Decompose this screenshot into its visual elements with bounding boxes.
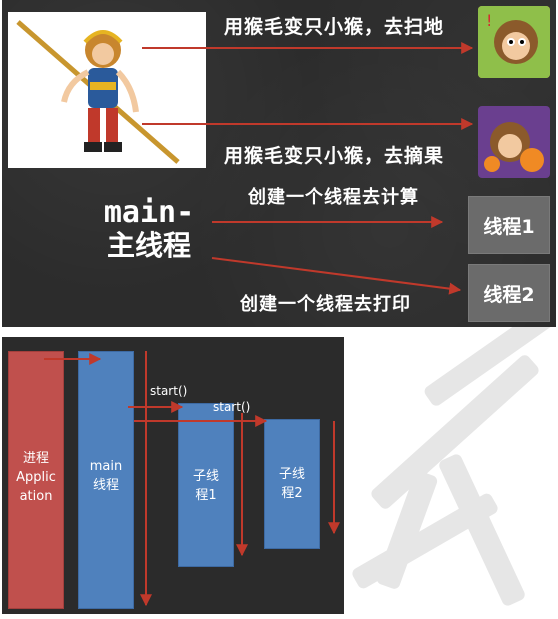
caption-print: 创建一个线程去打印: [240, 294, 411, 315]
process-line3: ation: [19, 488, 53, 504]
monkey-king-illustration: [8, 12, 206, 168]
caption-compute: 创建一个线程去计算: [248, 187, 419, 208]
process-application-column: 进程 Applic ation: [8, 351, 64, 609]
bottom-arrows: [44, 351, 340, 607]
little-monkey-sweep-icon: !: [478, 6, 550, 78]
little-monkey-picking-fruit-thumbnail: [478, 106, 550, 178]
little-monkey-sweeping-thumbnail: !: [478, 6, 550, 78]
child2-line2: 程2: [281, 485, 303, 501]
main-col-line1: main: [89, 459, 123, 474]
child-thread-1-column: 子线 程1: [178, 403, 234, 567]
top-chalkboard-panel: 用猴毛变只小猴，去扫地 用猴毛变只小猴，去摘果 创建一个线程去计算 创建一个线程…: [2, 0, 556, 327]
monkey-king-icon: [16, 20, 180, 164]
child1-line1: 子线: [192, 469, 219, 484]
child1-line2: 程1: [195, 487, 217, 503]
main-label-line2: 主线程: [106, 229, 191, 262]
bottom-diagram-panel: 进程 Applic ation main 线程 子线 程1 子线 程2 star…: [2, 337, 344, 614]
little-monkey-fruit-icon: [478, 106, 550, 178]
main-thread-column: main 线程: [78, 351, 134, 609]
process-line2: Applic: [16, 469, 56, 485]
start-call-label-1: start(): [150, 384, 188, 398]
main-col-line2: 线程: [92, 477, 119, 493]
arrow-to-thread2: [211, 257, 462, 295]
start-call-label-2: start(): [213, 400, 251, 414]
child-thread-2-column: 子线 程2: [264, 419, 320, 549]
process-line1: 进程: [22, 451, 49, 466]
main-thread-label: main- 主线程: [84, 196, 214, 262]
main-label-line1: main-: [103, 195, 195, 230]
thread-1-box: 线程1: [468, 196, 550, 254]
top-arrows: [142, 42, 474, 295]
caption-sweep: 用猴毛变只小猴，去扫地: [224, 16, 445, 38]
child2-line1: 子线: [278, 467, 305, 482]
svg-text:!: !: [486, 11, 492, 30]
caption-fruit: 用猴毛变只小猴，去摘果: [224, 145, 445, 167]
thread-2-box: 线程2: [468, 264, 550, 322]
